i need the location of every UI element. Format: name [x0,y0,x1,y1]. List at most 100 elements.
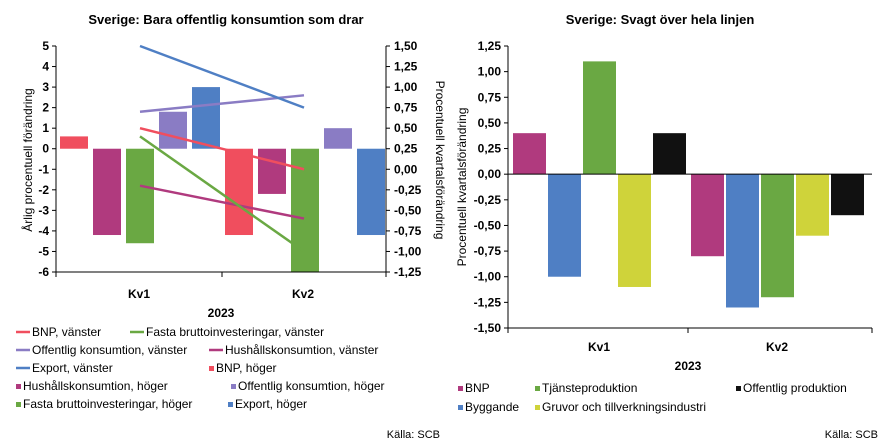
tick-label-left: -4 [38,224,49,238]
legend-left-label: BNP, höger [216,361,277,375]
tick-label-right-chart: -0,75 [474,244,502,258]
chart-right-ylabel: Procentuell kvartalsförändring [455,108,469,267]
chart-right-cat-1: Kv2 [766,340,788,354]
tick-label-left: -5 [38,244,49,258]
chart-left-source: Källa: SCB [387,429,440,441]
tick-label-left: -1 [38,162,49,176]
chart-left-xlabel: 2023 [208,306,235,320]
legend-right-label: Gruvor och tillverkningsindustri [542,400,706,414]
tick-label-right-chart: 0,25 [478,142,502,156]
tick-label-left: 0 [42,142,49,156]
legend-left-label: Fasta bruttoinvesteringar, höger [23,397,192,411]
bar-right-s2-c1 [761,174,794,298]
legend-right-label: Tjänsteproduktion [542,381,637,395]
legend-left-label: Export, vänster [32,361,113,375]
tick-label-right: -0,50 [394,203,422,217]
tick-label-right-chart: -0,50 [474,218,502,232]
bar-left-s1-c0 [93,148,121,236]
chart-left-cat-0: Kv1 [128,287,150,301]
tick-label-right: 1,00 [394,80,418,94]
legend-left-label: Offentlig konsumtion, vänster [32,343,187,357]
legend-left-label: Hushållskonsumtion, vänster [225,343,378,357]
legend-left-label: Export, höger [235,397,307,411]
tick-label-right: -0,25 [394,183,422,197]
bar-right-s0-c0 [513,133,546,175]
legend-left-label: Offentlig konsumtion, höger [238,379,385,393]
tick-label-right-chart: 0,75 [478,90,502,104]
chart-left-title: Sverige: Bara offentlig konsumtion som d… [88,12,363,27]
tick-label-right-chart: 1,00 [478,65,502,79]
bar-left-s2-c0 [126,148,154,244]
tick-label-right-chart: 0,00 [478,167,502,181]
chart-left-ylabel-right: Procentuell kvartalsförändring [433,81,447,240]
legend-left-swatch [209,366,214,371]
legend-left-label: Hushållskonsumtion, höger [23,379,168,393]
tick-label-left: 3 [42,80,49,94]
tick-label-right: 1,50 [394,39,418,53]
bar-left-s0-c0 [60,136,88,149]
legend-right-swatch [458,386,463,391]
tick-label-right-chart: -1,25 [474,295,502,309]
bar-left-s3-c0 [159,111,187,149]
legend-left-swatch [228,402,233,407]
bar-right-s1-c1 [726,174,759,308]
bar-left-s4-c1 [357,148,385,236]
bar-left-s0-c1 [225,148,253,236]
tick-label-right: -1,25 [394,265,422,279]
bar-right-s2-c0 [583,61,616,175]
tick-label-right-chart: 0,50 [478,116,502,130]
tick-label-right: 0,25 [394,142,418,156]
tick-label-right: 0,50 [394,121,418,135]
legend-right-swatch [736,386,741,391]
bar-right-s4-c0 [653,133,686,175]
chart-right-title: Sverige: Svagt över hela linjen [566,12,755,27]
chart-right-cat-0: Kv1 [588,340,610,354]
tick-label-left: -6 [38,265,49,279]
line-left-s4 [139,44,305,109]
bar-right-s1-c0 [548,174,581,277]
legend-left-label: BNP, vänster [32,325,101,339]
bar-left-s2-c1 [291,148,319,272]
legend-right-label: Byggande [465,400,519,414]
bar-right-s3-c0 [618,174,651,287]
tick-label-left: 2 [42,101,49,115]
tick-label-right-chart: -0,25 [474,193,502,207]
tick-label-right-chart: 1,25 [478,39,502,53]
tick-label-left: -3 [38,203,49,217]
chart-left: Sverige: Bara offentlig konsumtion som d… [16,12,447,441]
legend-left-label: Fasta bruttoinvesteringar, vänster [146,325,324,339]
bar-left-s1-c1 [258,148,286,194]
chart-right: Sverige: Svagt över hela linjen Procentu… [455,12,878,441]
tick-label-right: -0,75 [394,224,422,238]
chart-left-cat-1: Kv2 [292,287,314,301]
tick-label-right-chart: -1,50 [474,321,502,335]
legend-right-label: BNP [465,381,490,395]
legend-left-swatch [231,384,236,389]
tick-label-left: 4 [42,60,49,74]
bar-right-s4-c1 [831,174,864,216]
tick-label-right: 1,25 [394,60,418,74]
bar-left-s4-c0 [192,87,220,149]
line-left-s0 [139,126,305,171]
legend-right-swatch [535,386,540,391]
tick-label-right: 0,00 [394,162,418,176]
chart-right-source: Källa: SCB [825,429,878,441]
legend-left-swatch [16,384,21,389]
tick-label-right: 0,75 [394,101,418,115]
chart-right-xlabel: 2023 [675,359,702,373]
bar-right-s0-c1 [691,174,724,257]
bar-right-s3-c1 [796,174,829,236]
tick-label-left: 1 [42,121,49,135]
legend-right-label: Offentlig produktion [743,381,847,395]
line-left-s1 [139,184,305,220]
tick-label-left: 5 [42,39,49,53]
tick-label-left: -2 [38,183,49,197]
legend-right-swatch [458,405,463,410]
legend-right-swatch [535,405,540,410]
chart-left-ylabel-left: Årlig procentuell förändring [20,88,35,231]
line-left-s2 [139,135,305,253]
tick-label-right-chart: -1,00 [474,270,502,284]
tick-label-right: -1,00 [394,244,422,258]
bar-left-s3-c1 [324,128,352,149]
